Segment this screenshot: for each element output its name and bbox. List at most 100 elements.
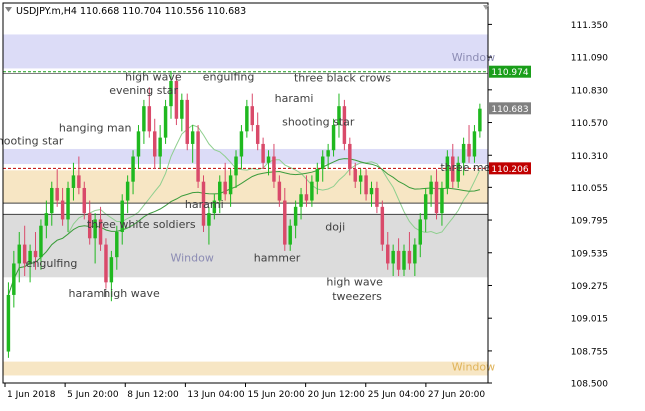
- y-tick-label: 108.500: [571, 380, 608, 390]
- candle-body: [402, 250, 406, 270]
- candle-body: [87, 213, 92, 239]
- y-tick-label: 110.055: [571, 184, 608, 194]
- candle-body: [190, 131, 195, 144]
- candle-body: [434, 181, 439, 214]
- pattern-annotation: Window: [170, 252, 213, 265]
- candle-body: [277, 181, 282, 201]
- pattern-annotation: harami: [69, 287, 108, 300]
- y-tick-label: 109.275: [571, 282, 608, 292]
- candle-body: [39, 225, 43, 258]
- candle-body: [358, 175, 363, 182]
- y-tick-label: 111.350: [571, 21, 608, 31]
- candle-body: [266, 156, 271, 163]
- candle-body: [320, 156, 325, 170]
- x-tick-label: 8 Jun 12:00: [127, 390, 179, 400]
- x-tick-label: 1 Jun 2018: [7, 390, 56, 400]
- candle-body: [93, 219, 97, 239]
- pattern-annotation: harami: [185, 198, 224, 211]
- candle-body: [272, 156, 276, 182]
- candle-body: [413, 244, 417, 264]
- candle-body: [218, 181, 222, 201]
- y-tick-label: 108.755: [571, 347, 608, 357]
- pattern-annotation: three white soldiers: [87, 218, 196, 231]
- pattern-annotation: engulfing: [26, 257, 78, 270]
- x-tick-label: 13 Jun 04:00: [187, 390, 244, 400]
- zone-band: [3, 170, 488, 204]
- x-tick-label: 25 Jun 04:00: [368, 390, 425, 400]
- pattern-annotation: harami: [275, 92, 314, 105]
- candle-body: [234, 156, 238, 176]
- x-tick-label: 20 Jun 12:00: [308, 390, 365, 400]
- candle-body: [44, 213, 49, 226]
- candle-body: [369, 187, 374, 195]
- candle-body: [250, 106, 255, 126]
- y-tick-label: 109.535: [571, 249, 608, 259]
- pattern-annotation: Window: [452, 51, 495, 64]
- candle-body: [55, 187, 59, 201]
- candle-body: [158, 137, 162, 157]
- candle-body: [17, 244, 21, 264]
- candle-body: [451, 156, 455, 182]
- y-tick-label: 109.795: [571, 217, 608, 227]
- collapse-toggle-icon[interactable]: [5, 7, 12, 12]
- candle-body: [71, 175, 76, 188]
- pattern-annotation: tweezers: [332, 290, 382, 303]
- y-tick-label: 110.830: [571, 86, 608, 96]
- candle-body: [326, 150, 330, 157]
- candle-body: [115, 232, 119, 258]
- candle-body: [223, 181, 227, 195]
- candle-body: [364, 175, 368, 195]
- candle-body: [342, 106, 347, 144]
- candle-body: [131, 156, 135, 182]
- scroll-to-end-icon[interactable]: [483, 5, 489, 10]
- candle-body: [147, 106, 152, 132]
- candle-body: [104, 244, 108, 283]
- candle-body: [283, 200, 287, 245]
- pattern-annotation: high wave: [326, 275, 383, 288]
- candle-body: [407, 250, 412, 264]
- price-label-box: [489, 65, 531, 78]
- candle-body: [201, 181, 206, 226]
- candle-body: [245, 106, 249, 132]
- candle-body: [261, 143, 265, 163]
- pattern-annotation: high wave: [103, 287, 160, 300]
- candle-body: [125, 181, 130, 201]
- x-tick-label: 5 Jun 20:00: [67, 390, 119, 400]
- moving-average-line: [7, 158, 481, 296]
- candle-body: [380, 206, 385, 245]
- candle-body: [299, 194, 303, 207]
- candle-body: [174, 81, 179, 119]
- candle-body: [33, 250, 38, 258]
- pattern-annotation: evening star: [109, 84, 178, 97]
- candle-body: [180, 99, 184, 119]
- candle-body: [288, 225, 292, 245]
- candle-body: [82, 187, 87, 214]
- pattern-annotation: hammer: [254, 252, 301, 265]
- candle-body: [239, 131, 244, 157]
- candle-body: [461, 143, 466, 163]
- candle-body: [169, 81, 173, 107]
- candle-body: [6, 294, 11, 352]
- y-tick-label: 109.015: [571, 315, 608, 325]
- candle-body: [142, 106, 146, 132]
- price-label-box: [489, 102, 531, 115]
- price-label-text: 110.683: [491, 105, 528, 115]
- candle-body: [423, 194, 428, 220]
- candle-body: [50, 187, 54, 214]
- zone-band: [3, 148, 488, 165]
- candle-body: [348, 143, 352, 170]
- candle-body: [375, 187, 379, 207]
- candle-body: [207, 213, 211, 226]
- candle-body: [185, 99, 189, 144]
- candle-body: [310, 181, 314, 201]
- candle-body: [66, 187, 70, 220]
- price-label-text: 110.206: [491, 165, 528, 175]
- candle-body: [228, 175, 233, 195]
- candle-body: [293, 206, 298, 226]
- y-tick-label: 111.090: [571, 54, 608, 64]
- pattern-annotation: shooting star: [282, 116, 355, 129]
- zone-band: [3, 34, 488, 69]
- candle-body: [353, 169, 357, 182]
- candle-body: [98, 219, 103, 245]
